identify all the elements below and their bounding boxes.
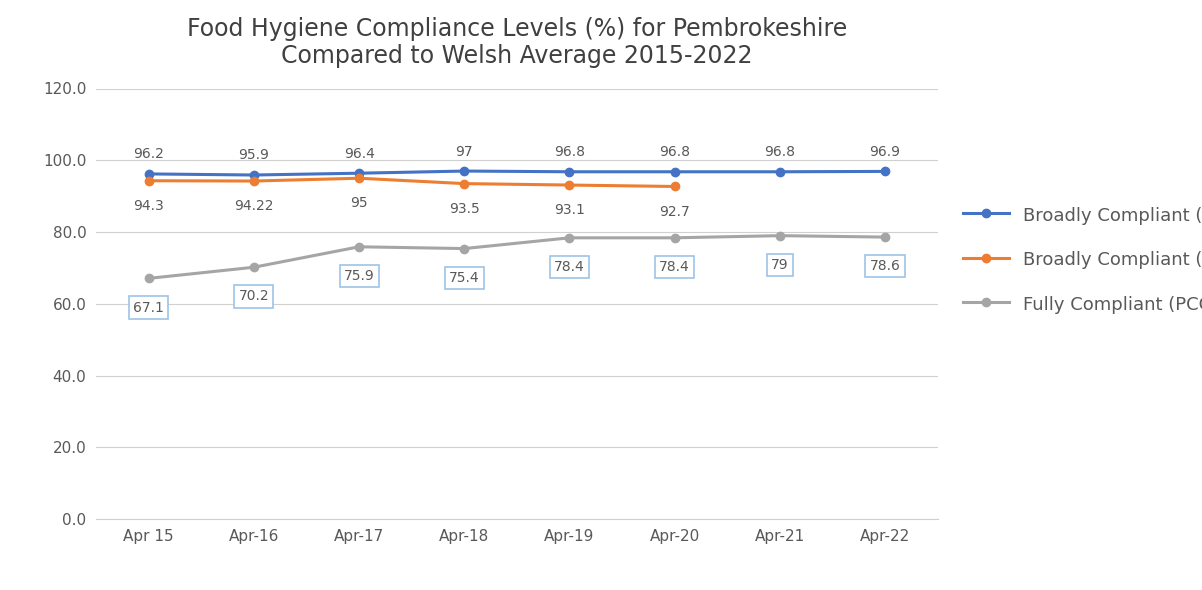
Text: 96.8: 96.8 [659,145,690,159]
Broadly Compliant (PCC) [352,170,367,177]
Fully Compliant (PCC) [142,275,156,282]
Text: 78.4: 78.4 [554,260,585,274]
Text: 96.8: 96.8 [764,145,796,159]
Fully Compliant (PCC) [457,245,471,252]
Text: 96.4: 96.4 [344,147,375,160]
Text: 96.9: 96.9 [869,145,900,159]
Broadly Compliant (PCC) [457,168,471,175]
Broadly Compliant (PCC) [773,168,787,175]
Fully Compliant (PCC) [773,232,787,239]
Text: 92.7: 92.7 [659,205,690,218]
Line: Fully Compliant (PCC): Fully Compliant (PCC) [144,231,889,283]
Text: 67.1: 67.1 [133,300,165,314]
Text: 94.3: 94.3 [133,199,165,213]
Title: Food Hygiene Compliance Levels (%) for Pembrokeshire
Compared to Welsh Average 2: Food Hygiene Compliance Levels (%) for P… [186,17,847,68]
Fully Compliant (PCC) [667,234,682,241]
Text: 78.6: 78.6 [869,260,900,273]
Broadly Compliant (Wales) [352,175,367,182]
Text: 70.2: 70.2 [239,290,269,303]
Line: Broadly Compliant (PCC): Broadly Compliant (PCC) [144,167,889,179]
Text: 93.1: 93.1 [554,203,585,217]
Text: 94.22: 94.22 [234,199,274,213]
Fully Compliant (PCC) [877,234,892,241]
Text: 96.2: 96.2 [133,148,165,162]
Line: Broadly Compliant (Wales): Broadly Compliant (Wales) [144,174,679,191]
Broadly Compliant (PCC) [246,172,261,179]
Legend: Broadly Compliant (PCC), Broadly Compliant (Wales), Fully Compliant (PCC): Broadly Compliant (PCC), Broadly Complia… [964,205,1202,314]
Broadly Compliant (PCC) [142,171,156,178]
Text: 96.8: 96.8 [554,145,585,159]
Broadly Compliant (Wales) [142,177,156,184]
Text: 78.4: 78.4 [659,260,690,274]
Broadly Compliant (Wales) [667,183,682,190]
Text: 75.4: 75.4 [450,271,480,285]
Text: 75.9: 75.9 [344,269,375,283]
Broadly Compliant (PCC) [563,168,577,175]
Text: 79: 79 [770,258,789,272]
Fully Compliant (PCC) [246,264,261,271]
Text: 97: 97 [456,145,474,159]
Text: 95: 95 [350,196,368,210]
Broadly Compliant (Wales) [563,182,577,189]
Broadly Compliant (PCC) [667,168,682,175]
Fully Compliant (PCC) [352,243,367,250]
Fully Compliant (PCC) [563,234,577,241]
Broadly Compliant (Wales) [246,178,261,185]
Broadly Compliant (PCC) [877,168,892,175]
Broadly Compliant (Wales) [457,180,471,187]
Text: 95.9: 95.9 [238,149,269,162]
Text: 93.5: 93.5 [448,202,480,216]
